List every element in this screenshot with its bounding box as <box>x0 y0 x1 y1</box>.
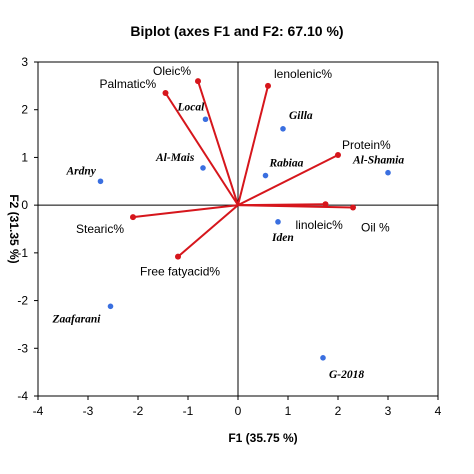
observation-point <box>262 172 269 179</box>
variable-endpoint <box>162 90 169 97</box>
y-tick-label: 1 <box>21 150 28 164</box>
x-tick-label: -3 <box>83 404 94 418</box>
chart-title: Biplot (axes F1 and F2: 67.10 %) <box>130 23 343 39</box>
observation-label: Local <box>177 101 206 113</box>
variable-endpoint <box>175 253 181 260</box>
y-tick-label: -3 <box>17 341 28 355</box>
variable-label: Oil % <box>361 221 390 235</box>
variable-label: Protein% <box>342 138 391 152</box>
x-tick-label: 0 <box>235 404 242 418</box>
observation-label: Gilla <box>289 110 313 122</box>
y-tick-label: 3 <box>21 55 28 69</box>
x-axis-ticks: -4 -3 -2 -1 0 1 2 3 4 <box>33 396 442 418</box>
observation-label: Al-Mais <box>155 152 195 164</box>
variable-vectors: Oleic%Palmatic% lenolenic% Protein% linolei… <box>76 64 391 279</box>
y-tick-label: 2 <box>21 103 28 117</box>
variable-label: Oleic% <box>153 64 191 78</box>
observation-point <box>320 355 326 361</box>
observation-point <box>275 219 281 225</box>
variable-endpoint <box>350 204 356 211</box>
y-tick-label: -2 <box>17 294 28 308</box>
observation-label: Rabiaa <box>269 158 304 170</box>
y-tick-label: -1 <box>17 246 28 260</box>
observation-point <box>385 169 391 176</box>
variable-label: lenolenic% <box>274 67 332 81</box>
x-tick-label: 4 <box>435 404 442 418</box>
observation-points: Ardny Local Al-Mais Gilla Rabiaa Al-Shamia Ide… <box>52 101 405 381</box>
x-axis-title: F1 (35.75 %) <box>228 431 297 445</box>
variable-vector <box>237 154 339 207</box>
observation-point <box>97 178 104 185</box>
variable-endpoint <box>335 152 341 159</box>
variable-vector <box>237 204 354 209</box>
observation-label: Ardny <box>66 165 97 177</box>
variable-label: Stearic% <box>76 222 124 236</box>
observation-point <box>280 126 286 132</box>
variable-label: linoleic% <box>296 218 344 232</box>
x-tick-label: 3 <box>385 404 392 418</box>
x-tick-label: -2 <box>133 404 144 418</box>
variable-vector <box>177 204 239 258</box>
observation-point <box>200 165 206 171</box>
variable-vector <box>132 204 239 219</box>
observation-label: G-2018 <box>329 369 364 381</box>
x-tick-label: 2 <box>335 404 342 418</box>
x-tick-label: 1 <box>285 404 292 418</box>
variable-label: Palmatic% <box>100 77 157 91</box>
variable-vector <box>197 80 239 206</box>
observation-label: Al-Shamia <box>352 155 404 167</box>
variable-endpoint <box>195 78 201 85</box>
variable-vector <box>237 85 269 206</box>
x-tick-label: -1 <box>183 404 194 418</box>
x-tick-label: -4 <box>33 404 44 418</box>
y-tick-label: -4 <box>17 389 28 403</box>
variable-vector <box>164 92 239 206</box>
observation-point <box>202 116 209 123</box>
observation-point <box>107 303 114 310</box>
variable-endpoint <box>322 201 329 208</box>
y-axis-ticks: 3 2 1 0 -1 -2 -3 -4 <box>17 55 38 403</box>
observation-label: Iden <box>271 232 294 244</box>
variable-endpoint <box>130 214 136 221</box>
variable-endpoint <box>265 82 271 89</box>
y-axis-title: F2 (31.35 %) <box>7 194 21 263</box>
variable-label: Free fatyacid% <box>140 265 220 279</box>
observation-label: Zaafarani <box>52 313 102 325</box>
y-tick-label: 0 <box>21 198 28 212</box>
